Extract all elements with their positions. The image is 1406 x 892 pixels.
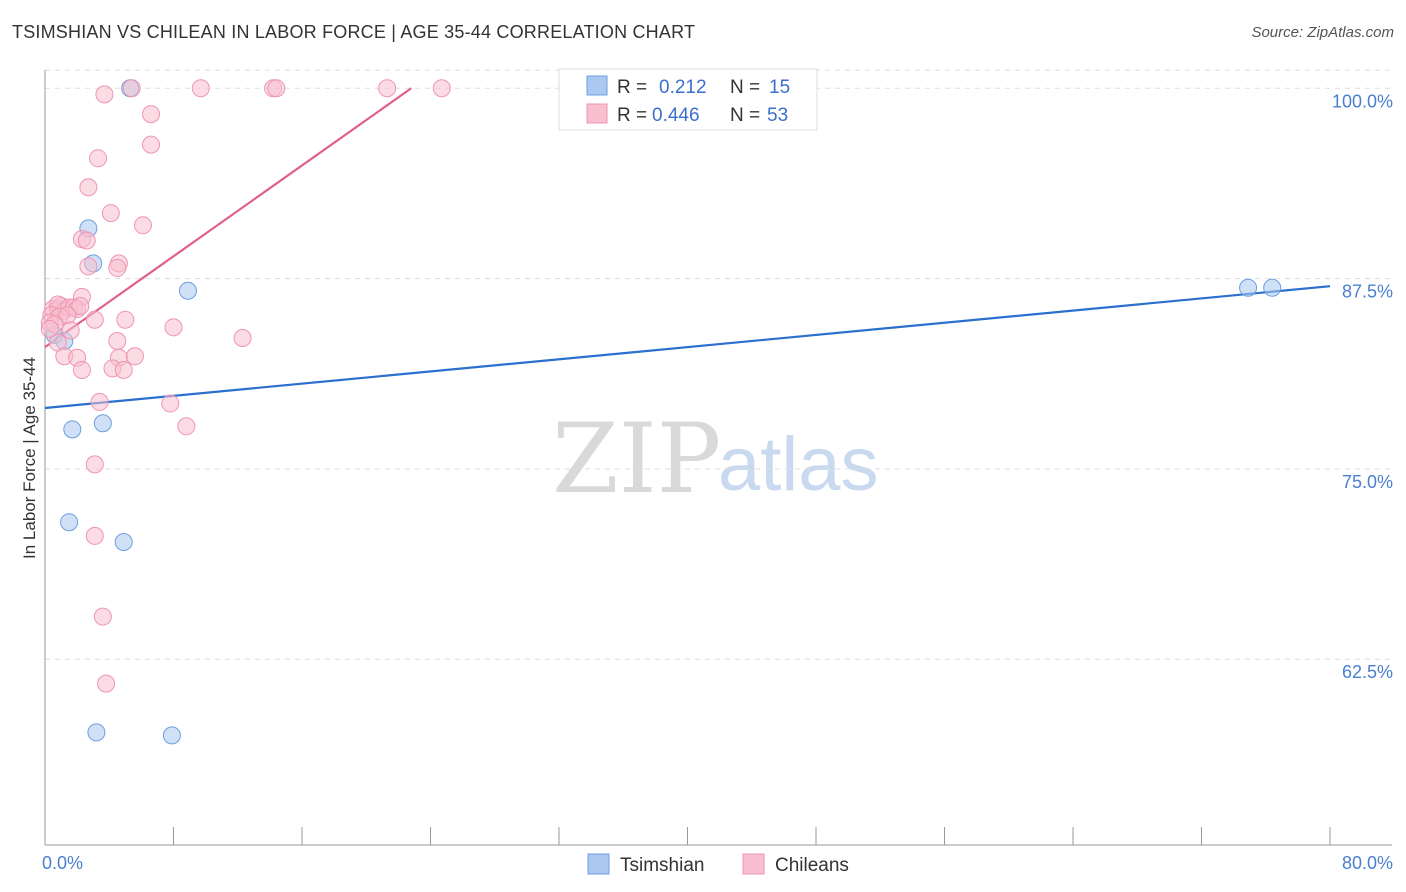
y-axis-label: In Labor Force | Age 35-44 bbox=[20, 357, 39, 559]
chileans-point bbox=[89, 149, 108, 168]
chileans-point bbox=[90, 392, 109, 411]
chileans-point bbox=[142, 105, 161, 124]
legend-n-label-1: N = bbox=[730, 77, 760, 98]
chileans-point bbox=[40, 319, 59, 338]
tsimshian-point bbox=[87, 723, 106, 742]
y-tick-label: 87.5% bbox=[1342, 282, 1393, 302]
chileans-point bbox=[101, 204, 120, 223]
chileans-point bbox=[116, 310, 135, 329]
chileans-point bbox=[85, 526, 104, 545]
chileans-point bbox=[114, 360, 133, 379]
chileans-point bbox=[85, 455, 104, 474]
chileans-point bbox=[61, 321, 80, 340]
chileans-point bbox=[85, 310, 104, 329]
chart-title: TSIMSHIAN VS CHILEAN IN LABOR FORCE | AG… bbox=[12, 22, 696, 42]
legend-swatch-blue bbox=[586, 75, 608, 96]
axes bbox=[44, 70, 1392, 846]
watermark-zip: ZIP bbox=[552, 403, 721, 515]
chileans-point bbox=[177, 417, 196, 436]
bottom-legend-swatch-tsimshian bbox=[587, 853, 610, 875]
chileans-point bbox=[97, 674, 116, 693]
chileans-point bbox=[161, 394, 180, 413]
series-legend: Tsimshian Chileans bbox=[587, 853, 849, 876]
tick-labels: 100.0% 87.5% 75.0% 62.5% 0.0% 80.0% bbox=[42, 91, 1393, 873]
tsimshian-point bbox=[63, 420, 82, 439]
legend-n-label-2: N = bbox=[730, 105, 760, 126]
source-label: Source: ZipAtlas.com bbox=[1251, 24, 1394, 41]
chileans-point bbox=[233, 328, 252, 347]
chileans-point bbox=[378, 79, 397, 98]
chileans-point bbox=[125, 347, 144, 366]
tsimshian-point bbox=[1239, 278, 1258, 297]
legend-n-value-1: 15 bbox=[769, 77, 790, 98]
chileans-point bbox=[191, 79, 210, 98]
tsimshian-point bbox=[60, 513, 79, 532]
chileans-point bbox=[108, 258, 127, 277]
legend-r-label-1: R = bbox=[617, 77, 647, 98]
bottom-legend-swatch-chileans bbox=[742, 853, 765, 875]
y-tick-label: 62.5% bbox=[1342, 662, 1393, 682]
chileans-point bbox=[133, 216, 152, 235]
legend-r-value-2: 0.446 bbox=[652, 105, 700, 126]
chileans-trend-line bbox=[44, 87, 412, 349]
chileans-point bbox=[95, 85, 114, 104]
chileans-point bbox=[93, 607, 112, 626]
legend-n-value-2: 53 bbox=[767, 105, 788, 126]
y-tick-label: 100.0% bbox=[1332, 91, 1393, 111]
chileans-point bbox=[164, 318, 183, 337]
chileans-point bbox=[267, 79, 286, 98]
tsimshian-trend-line bbox=[44, 285, 1331, 410]
chileans-point bbox=[142, 135, 161, 154]
chileans-point bbox=[432, 79, 451, 98]
chileans-point bbox=[79, 178, 98, 197]
legend-r-label-2: R = bbox=[617, 105, 647, 126]
stats-legend: R = 0.212 N = 15 R = 0.446 N = 53 bbox=[558, 68, 818, 131]
chileans-point bbox=[79, 257, 98, 276]
x-tick-label: 80.0% bbox=[1342, 853, 1393, 873]
gridlines bbox=[45, 69, 1392, 660]
y-tick-label: 75.0% bbox=[1342, 472, 1393, 492]
chileans-point bbox=[122, 79, 141, 98]
legend-swatch-pink bbox=[586, 103, 608, 124]
trend-lines bbox=[44, 87, 1331, 410]
tsimshian-point bbox=[93, 414, 112, 433]
legend-r-value-1: 0.212 bbox=[659, 77, 707, 98]
chileans-point bbox=[108, 332, 127, 351]
tsimshian-point bbox=[162, 726, 181, 745]
chileans-point bbox=[72, 360, 91, 379]
watermark-atlas: atlas bbox=[718, 422, 879, 507]
tsimshian-point bbox=[114, 533, 133, 552]
data-points bbox=[40, 79, 1282, 745]
bottom-legend-label-tsimshian: Tsimshian bbox=[620, 855, 704, 876]
chileans-point bbox=[71, 297, 90, 316]
bottom-legend-label-chileans: Chileans bbox=[775, 855, 849, 876]
tsimshian-point bbox=[1263, 278, 1282, 297]
chileans-point bbox=[77, 231, 96, 250]
tsimshian-point bbox=[178, 281, 197, 300]
x-tick-label: 0.0% bbox=[42, 853, 83, 873]
